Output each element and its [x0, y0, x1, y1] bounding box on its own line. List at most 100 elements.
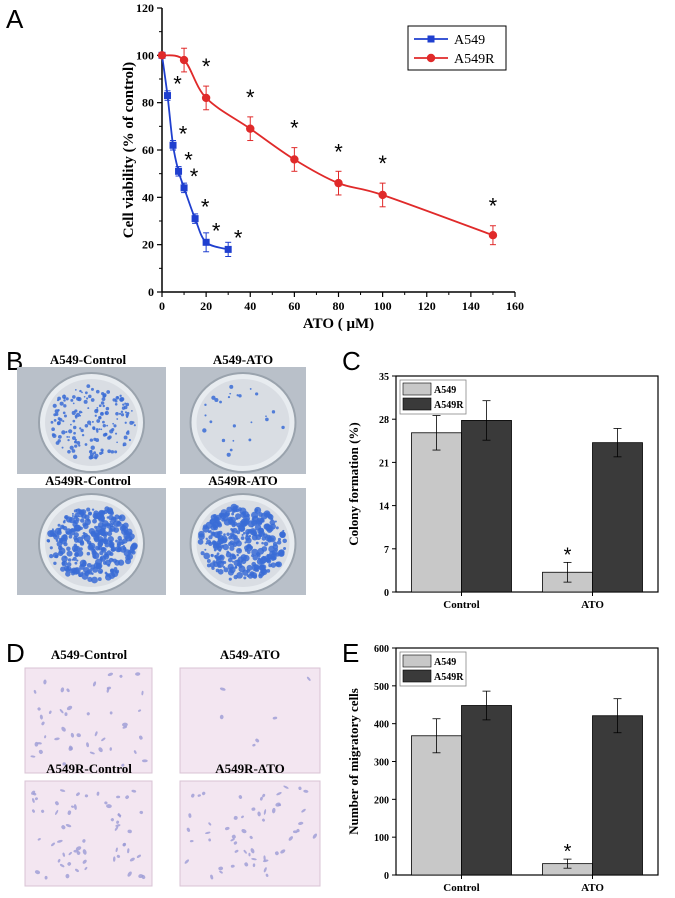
significance-star: * [378, 151, 387, 176]
colony-dot [51, 427, 55, 432]
migrated-cell [136, 854, 141, 858]
colony-dot [232, 424, 236, 428]
colony-dot [91, 572, 94, 575]
colony-dot [74, 414, 77, 418]
x-axis-title: ATO ( μM) [303, 316, 374, 332]
significance-star: * [334, 139, 343, 164]
colony-dot [89, 568, 93, 572]
colony-dot [98, 415, 102, 420]
colony-dot [92, 566, 99, 573]
colony-dot [71, 514, 74, 517]
data-point-a549 [175, 167, 183, 175]
colony-dot [95, 428, 99, 432]
colony-dot [86, 397, 89, 400]
colony-dot [81, 433, 85, 437]
plot-frame [395, 375, 659, 593]
significance-star: * [489, 194, 498, 219]
migrated-cell [219, 687, 226, 691]
colony-dot [86, 539, 90, 543]
migrated-cell [127, 848, 130, 854]
colony-dot [56, 541, 63, 547]
colony-dot [54, 534, 58, 538]
colony-dot [223, 560, 227, 565]
migrated-cell [219, 714, 224, 720]
migrated-cell [62, 762, 67, 766]
colony-dot [83, 395, 86, 398]
migrated-cell [301, 808, 306, 813]
x-tick-label: 60 [288, 299, 300, 313]
migrated-cell [312, 833, 318, 839]
colony-dot [217, 522, 223, 528]
colony-plate-a549-control [17, 367, 166, 474]
bar-a549r-control [461, 705, 512, 876]
colony-dot [240, 558, 247, 565]
colony-dot [71, 449, 76, 453]
colony-dot [79, 427, 82, 430]
colony-dot [106, 424, 109, 427]
migrated-cell [292, 830, 298, 834]
migrated-cell [233, 841, 238, 845]
legend-label-a549r: A549R [434, 672, 464, 683]
colony-dot [275, 561, 282, 568]
colony-dot [54, 554, 59, 559]
migrated-cell [122, 843, 126, 847]
colony-dot [94, 409, 99, 414]
colony-dot [109, 522, 113, 525]
colony-dot [106, 516, 110, 519]
x-tick-label: 20 [200, 299, 212, 313]
colony-dot [114, 398, 117, 401]
colony-dot [254, 521, 258, 525]
legend-label-a549r: A549R [434, 400, 464, 411]
colony-dot [73, 431, 76, 435]
colony-dot [238, 507, 242, 512]
migrated-cell [66, 688, 70, 693]
migrated-cell [135, 672, 141, 676]
colony-dot [101, 451, 104, 455]
colony-dot [67, 450, 71, 454]
colony-dot [235, 513, 242, 520]
colony-dot [256, 520, 263, 526]
colony-dot [119, 397, 124, 402]
migrated-cell [197, 794, 201, 797]
colony-dot [212, 513, 217, 518]
migrated-cell [191, 793, 195, 798]
colony-dot [109, 520, 112, 523]
migrated-cell [59, 709, 64, 714]
migrated-cell [65, 873, 70, 879]
colony-dot [63, 414, 67, 418]
colony-dot [121, 523, 125, 527]
migrated-cell [32, 798, 35, 803]
colony-dot [58, 547, 66, 555]
colony-dot [265, 417, 269, 422]
migrated-cell [84, 866, 88, 871]
colony-dot [268, 538, 271, 541]
colony-dot [100, 519, 103, 522]
y-tick-label: 80 [142, 96, 154, 110]
colony-dot [232, 439, 235, 442]
migrated-cell [208, 822, 212, 826]
bar-a549r-ato [592, 715, 643, 876]
colony-dot [210, 524, 217, 531]
colony-dot [103, 510, 108, 515]
colony-dot [281, 550, 285, 554]
colony-dot [100, 428, 103, 431]
migrated-cell [127, 829, 132, 834]
colony-dot [74, 440, 77, 443]
colony-dot [95, 438, 100, 442]
colony-dot [72, 395, 76, 399]
colony-dot [263, 541, 269, 547]
migrated-cell [303, 789, 309, 793]
migrated-cell [139, 810, 144, 815]
colony-dot [94, 525, 98, 529]
colony-dot [122, 545, 125, 548]
colony-dot [51, 528, 54, 531]
significance-star: * [290, 116, 299, 141]
migrated-cell [56, 839, 63, 843]
migrated-cell [76, 733, 81, 738]
colony-dot [125, 415, 129, 418]
colony-dot [125, 558, 132, 565]
colony-dot [46, 538, 50, 543]
colony-dot [83, 399, 88, 404]
colony-dot [215, 535, 218, 538]
migrated-cell [112, 856, 116, 862]
